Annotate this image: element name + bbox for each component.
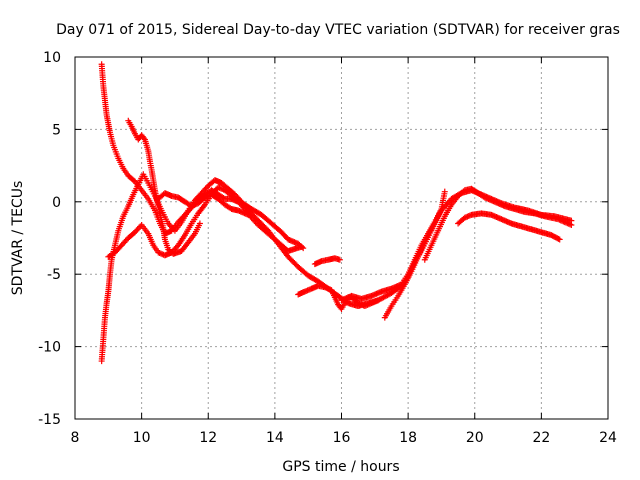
points-layer <box>98 61 575 365</box>
data-point <box>375 297 382 304</box>
y-tick-label: -5 <box>47 267 61 283</box>
x-tick-label: 10 <box>133 430 151 446</box>
x-tick-label: 20 <box>466 430 484 446</box>
series-arc-9 <box>381 188 448 321</box>
ticks-layer: 8 10 12 14 16 18 20 22 24 -15 -10 -5 0 5 10 <box>38 50 617 446</box>
x-tick-label: 24 <box>599 430 617 446</box>
series-arc-11 <box>455 210 563 243</box>
data-point <box>555 235 562 242</box>
grid-layer <box>75 57 608 419</box>
x-axis-label: GPS time / hours <box>282 459 399 475</box>
y-tick-label: 0 <box>52 195 61 211</box>
x-tick-label: 12 <box>199 430 217 446</box>
x-tick-label: 8 <box>71 430 80 446</box>
data-point <box>336 256 343 263</box>
y-axis-label: SDTVAR / TECUs <box>10 181 26 296</box>
y-tick-label: -15 <box>38 412 61 428</box>
series-arc-5 <box>155 190 252 218</box>
data-point <box>263 226 270 233</box>
chart-title: Day 071 of 2015, Sidereal Day-to-day VTE… <box>56 22 620 38</box>
y-tick-label: 5 <box>52 122 61 138</box>
series-arc-7 <box>311 255 343 268</box>
series-arc-10 <box>421 185 575 263</box>
data-point <box>556 236 563 243</box>
plot-frame <box>74 56 609 420</box>
data-point <box>441 188 448 195</box>
x-tick-label: 14 <box>266 430 284 446</box>
data-point <box>245 211 252 218</box>
data-point <box>298 244 305 251</box>
x-tick-label: 18 <box>399 430 417 446</box>
series-arc-2 <box>98 171 575 365</box>
data-point <box>568 221 575 228</box>
data-point <box>196 220 203 227</box>
x-tick-label: 16 <box>333 430 351 446</box>
data-point <box>220 195 227 202</box>
y-tick-label: 10 <box>43 50 61 66</box>
y-tick-label: -10 <box>38 340 61 356</box>
x-tick-label: 22 <box>532 430 550 446</box>
series-arc-3 <box>125 117 203 257</box>
data-point <box>300 245 307 252</box>
series-arc-8 <box>338 206 445 304</box>
series-arc-4 <box>105 184 307 260</box>
